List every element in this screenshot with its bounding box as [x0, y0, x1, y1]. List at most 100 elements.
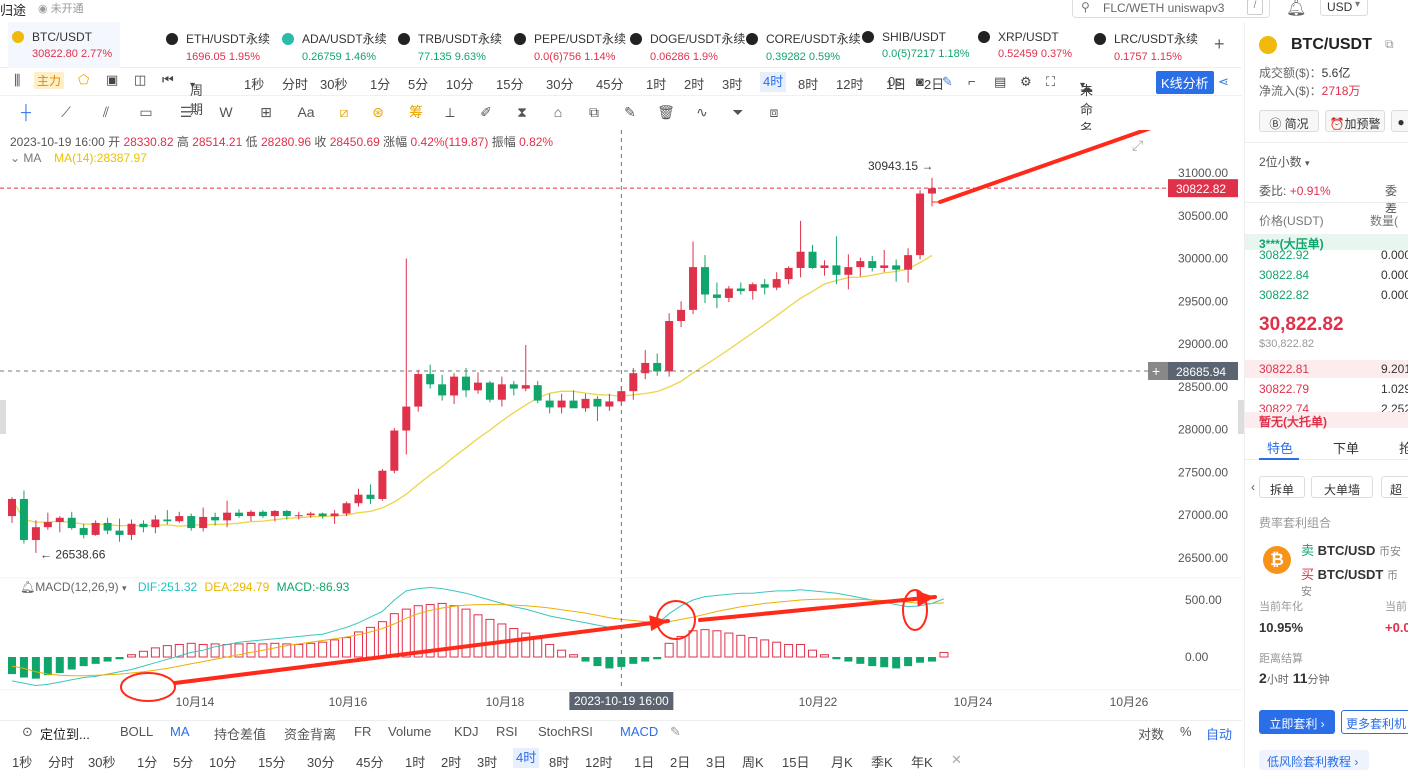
candle-tool-icon[interactable]: ⧗ — [517, 104, 527, 120]
indicator-stochrsi[interactable]: StochRSI — [538, 724, 593, 739]
chip-icon[interactable]: 筹 — [409, 104, 423, 120]
tab-grab[interactable]: 抢 — [1399, 441, 1408, 456]
price-chart[interactable]: 31000.00 30500.00 30000.00 29500.00 29000.00… — [0, 130, 1242, 720]
period-14[interactable]: 12时 — [836, 77, 864, 92]
bottom-period-20[interactable]: 月K — [831, 755, 853, 770]
locate-icon[interactable]: ⊙ — [22, 724, 33, 739]
indicator-持仓差值[interactable]: 持仓差值 — [214, 727, 267, 742]
kline-analysis-button[interactable]: K线分析 — [1156, 71, 1214, 94]
indicator-macd[interactable]: MACD — [620, 724, 659, 739]
period-6[interactable]: 15分 — [496, 77, 524, 92]
currency-select[interactable]: USD ▾ — [1320, 0, 1368, 16]
calendar-icon[interactable]: ▣ — [106, 72, 119, 87]
bottom-period-9[interactable]: 1时 — [405, 755, 426, 770]
bottom-period-10[interactable]: 2时 — [441, 755, 462, 770]
period-4[interactable]: 5分 — [408, 77, 429, 92]
bottom-period-0[interactable]: 1秒 — [12, 755, 33, 770]
locate-button[interactable]: 定位到... — [40, 727, 90, 742]
bottom-period-6[interactable]: 15分 — [258, 755, 286, 770]
measure-icon[interactable]: ⊞ — [260, 104, 272, 120]
indicator-kdj[interactable]: KDJ — [454, 724, 479, 739]
settings-icon[interactable]: ⧈ — [769, 104, 779, 120]
symbol-tab[interactable]: LRC/USDT永续 0.1757 1.15% — [1090, 22, 1202, 68]
chevron-left-icon[interactable]: ‹ — [1251, 480, 1255, 494]
bottom-period-14[interactable]: 12时 — [585, 755, 613, 770]
text-icon[interactable]: Aa — [297, 104, 315, 120]
bottom-period-17[interactable]: 3日 — [706, 755, 727, 770]
period-7[interactable]: 30分 — [546, 77, 574, 92]
bottom-period-11[interactable]: 3时 — [477, 755, 498, 770]
ask-price[interactable]: 30822.92 — [1259, 248, 1310, 262]
symbol-tab[interactable]: ETH/USDT永续 1696.05 1.95% — [162, 22, 274, 68]
indicator-ma[interactable]: MA — [170, 724, 190, 739]
chip-split[interactable]: 拆单 — [1259, 476, 1305, 498]
symbol-tab[interactable]: SHIB/USDT 0.0(5)7217 1.18% — [858, 22, 970, 68]
scale-option-1[interactable]: % — [1180, 724, 1192, 739]
wave-icon[interactable]: W — [219, 104, 233, 120]
rewind-icon[interactable]: ⏮ — [162, 72, 174, 87]
symbol-tab[interactable]: DOGE/USDT永续 0.06286 1.9% — [626, 22, 745, 68]
arbitrage-now-button[interactable]: 立即套利 › — [1259, 710, 1335, 734]
ask-price[interactable]: 30822.82 — [1259, 288, 1310, 302]
copy-icon[interactable]: ⧉ — [1385, 37, 1394, 51]
tab-order[interactable]: 下单 — [1333, 441, 1360, 456]
bottom-period-21[interactable]: 季K — [871, 755, 893, 770]
camera-icon[interactable]: ◙ — [916, 74, 924, 89]
period-2[interactable]: 30秒 — [320, 77, 348, 92]
symbol-tab[interactable]: CORE/USDT永续 0.39282 0.59% — [742, 22, 861, 68]
gear-icon[interactable]: ⚙ — [1020, 74, 1032, 89]
period-13[interactable]: 8时 — [798, 77, 819, 92]
brush-icon[interactable]: ✐ — [480, 104, 492, 120]
precision-select[interactable]: 2位小数 ▾ — [1259, 155, 1310, 169]
pencil-icon[interactable]: ✎ — [942, 74, 953, 89]
period-3[interactable]: 1分 — [370, 77, 391, 92]
chip-super[interactable]: 超 — [1381, 476, 1408, 498]
add-tab-icon[interactable]: + — [1214, 34, 1225, 54]
period-16[interactable]: 2日 — [924, 77, 945, 92]
candle-style-icon[interactable]: ⫼ — [14, 72, 21, 88]
bottom-period-3[interactable]: 1分 — [137, 755, 158, 770]
more-arbitrage-button[interactable]: 更多套利机 — [1341, 710, 1408, 734]
magnet-icon[interactable]: ∿ — [696, 104, 708, 120]
period-11[interactable]: 3时 — [722, 77, 743, 92]
bottom-period-15[interactable]: 1日 — [634, 755, 655, 770]
bottom-period-13[interactable]: 8时 — [549, 755, 570, 770]
bell-icon[interactable]: 🔔︎ — [1286, 0, 1307, 17]
bottom-period-12[interactable]: 4时 — [513, 748, 540, 768]
bottom-period-7[interactable]: 30分 — [307, 755, 335, 770]
star-icon[interactable]: ⬠ — [78, 72, 90, 87]
symbol-tab[interactable]: XRP/USDT 0.52459 0.37% — [974, 22, 1086, 68]
layout-icon[interactable]: ◫ — [134, 72, 147, 87]
left-collapse-handle[interactable] — [0, 400, 6, 434]
period-5[interactable]: 10分 — [446, 77, 474, 92]
period-15[interactable]: 1日 — [886, 77, 907, 92]
symbol-tab[interactable]: ADA/USDT永续 0.26759 1.46% — [278, 22, 390, 68]
period-12[interactable]: 4时 — [760, 72, 787, 92]
symbol-tab[interactable]: TRB/USDT永续 77.135 9.63% — [394, 22, 506, 68]
clone-icon[interactable]: ⧉ — [589, 104, 599, 120]
bottom-period-22[interactable]: 年K — [911, 755, 933, 770]
main-indicator-toggle[interactable]: 主力 — [34, 72, 65, 89]
tutorial-link[interactable]: 低风险套利教程 › — [1259, 750, 1369, 770]
symbol-tab[interactable]: PEPE/USDT永续 0.0(6)756 1.14% — [510, 22, 626, 68]
rectangle-icon[interactable]: ▭ — [139, 104, 153, 120]
tab-special[interactable]: 特色 — [1267, 441, 1294, 456]
edit-indicator-icon[interactable]: ✎ — [670, 724, 681, 739]
share-icon[interactable]: ⋖ — [1218, 74, 1229, 89]
bottom-period-4[interactable]: 5分 — [173, 755, 194, 770]
bottom-period-8[interactable]: 45分 — [356, 755, 384, 770]
add-alert-button[interactable] — [1148, 361, 1168, 380]
fib-icon[interactable]: ⧄ — [339, 104, 349, 120]
period-9[interactable]: 1时 — [646, 77, 667, 92]
ruler-icon[interactable]: ⟂ — [445, 104, 455, 120]
scale-option-0[interactable]: 对数 — [1138, 727, 1165, 742]
scale-option-2[interactable]: 自动 — [1206, 727, 1233, 742]
trend-line-icon[interactable]: ⟋ — [61, 104, 71, 120]
ask-price[interactable]: 30822.84 — [1259, 268, 1310, 282]
crosshair-icon[interactable]: ┼ — [21, 104, 31, 120]
trash-icon[interactable]: 🗑︎ — [657, 104, 675, 120]
right-collapse-handle[interactable] — [1238, 400, 1244, 434]
template-icon[interactable]: ▤ — [994, 74, 1007, 89]
indicator-rsi[interactable]: RSI — [496, 724, 518, 739]
search-input[interactable]: ⚲ FLC/WETH uniswapv3 / — [1072, 0, 1270, 18]
